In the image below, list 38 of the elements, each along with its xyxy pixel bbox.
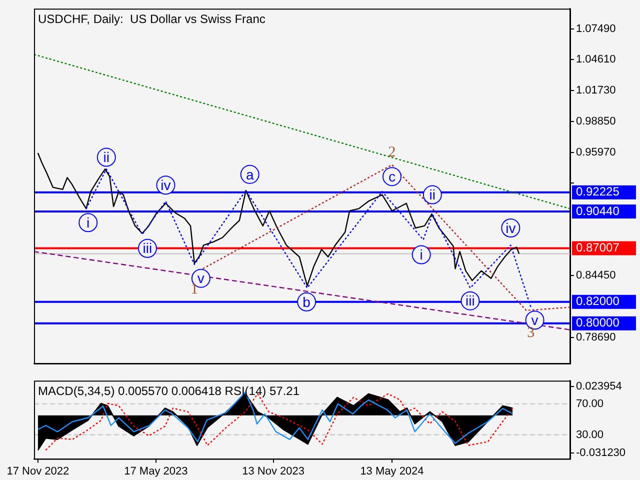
y-tick-label: 1.07490 xyxy=(576,22,616,35)
x-tick-label: 17 May 2023 xyxy=(124,465,188,478)
annotation: ii xyxy=(103,149,110,166)
ref-line-label: 0.90440 xyxy=(576,204,620,218)
x-tick-label: 13 Nov 2023 xyxy=(242,465,305,478)
annotation: c xyxy=(388,168,396,184)
chart-title: USDCHF, Daily: US Dollar vs Swiss Franc xyxy=(38,12,266,26)
ref-line-label: 0.87007 xyxy=(576,240,620,255)
annotation: 1 xyxy=(190,281,198,298)
annotation: v xyxy=(197,270,204,286)
y-tick-label: -0.031230 xyxy=(576,446,626,459)
annotation: iv xyxy=(506,220,516,236)
ref-line-label: 0.92225 xyxy=(576,184,620,199)
annotation: 2 xyxy=(388,144,396,161)
ref-line-label: 0.82000 xyxy=(576,294,620,308)
y2-tick-label: 30.00 xyxy=(576,428,604,441)
annotation: b xyxy=(302,294,311,310)
y-tick-label: 0.023954 xyxy=(576,380,622,393)
annotation: v xyxy=(531,312,538,328)
annotation: ii xyxy=(429,186,436,203)
annotation: i xyxy=(86,214,90,230)
x-tick-label: 17 Nov 2022 xyxy=(6,465,70,478)
y-tick-label: 0.78690 xyxy=(576,331,616,344)
annotation: iii xyxy=(466,292,475,309)
annotation: a xyxy=(246,166,254,182)
annotation: 3 xyxy=(527,325,535,342)
annotation: iv xyxy=(160,177,171,193)
annotation: i xyxy=(420,246,423,263)
y2-tick-label: 70.00 xyxy=(576,398,604,410)
annotation: iii xyxy=(142,240,152,256)
x-tick-label: 13 May 2024 xyxy=(360,465,424,478)
y-tick-label: 0.84450 xyxy=(576,270,616,282)
chart-title: MACD(5,34,5) 0.005570 0.006418 RSI(14) 57.21 xyxy=(38,384,300,398)
y-tick-label: 1.01730 xyxy=(576,84,616,97)
y-tick-label: 0.98850 xyxy=(576,115,616,128)
y-tick-label: 1.04610 xyxy=(576,54,616,66)
ref-line-label: 0.80000 xyxy=(576,316,620,330)
y-tick-label: 0.95970 xyxy=(576,146,616,158)
